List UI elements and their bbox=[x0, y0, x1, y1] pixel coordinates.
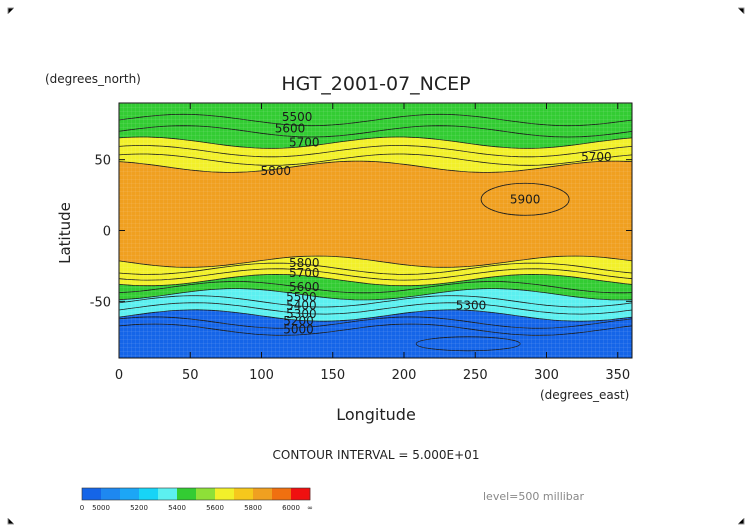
x-axis-label: Longitude bbox=[336, 405, 416, 424]
corner-marks bbox=[7, 7, 745, 525]
colorbar-label: 5000 bbox=[92, 504, 110, 512]
contour-label: 5700 bbox=[289, 266, 320, 280]
grid-overlay bbox=[119, 103, 632, 358]
y-units-label: (degrees_north) bbox=[45, 72, 141, 86]
y-tick-label: 50 bbox=[94, 154, 111, 169]
colorbar-swatch bbox=[291, 488, 311, 500]
contour-label: 5500 bbox=[286, 290, 317, 304]
x-tick-label: 0 bbox=[115, 368, 123, 383]
colorbar-swatch bbox=[272, 488, 292, 500]
colorbar-swatch bbox=[158, 488, 178, 500]
colorbar-swatch bbox=[177, 488, 197, 500]
x-units-label: (degrees_east) bbox=[540, 388, 629, 402]
contour-label: 5000 bbox=[283, 323, 314, 337]
y-tick-label: -50 bbox=[90, 295, 111, 310]
colorbar: 0 5000 5200 5400 5600 5800 6000 ∞ bbox=[80, 487, 313, 512]
x-tick-label: 150 bbox=[320, 368, 345, 383]
level-text: level=500 millibar bbox=[483, 490, 585, 503]
y-axis-label: Latitude bbox=[56, 202, 74, 264]
colorbar-swatch bbox=[82, 488, 102, 500]
colorbar-label: 6000 bbox=[282, 504, 300, 512]
colorbar-label: 5200 bbox=[130, 504, 148, 512]
contour-label: 5700 bbox=[581, 150, 612, 164]
x-tick-label: 50 bbox=[182, 368, 199, 383]
y-axis-ticks: 50 0 -50 bbox=[90, 154, 632, 310]
colorbar-frame bbox=[81, 487, 311, 501]
colorbar-label: ∞ bbox=[307, 504, 313, 512]
x-tick-label: 300 bbox=[534, 368, 559, 383]
colorbar-label: 5800 bbox=[244, 504, 262, 512]
x-tick-label: 250 bbox=[463, 368, 488, 383]
contour-label: 5300 bbox=[286, 307, 317, 321]
colorbar-swatch bbox=[234, 488, 254, 500]
contour-label: 5700 bbox=[289, 136, 320, 150]
colorbar-swatch bbox=[139, 488, 159, 500]
x-tick-label: 100 bbox=[249, 368, 274, 383]
contour-label: 5200 bbox=[283, 314, 314, 328]
contour-label: 5900 bbox=[510, 192, 541, 206]
y-tick-label: 0 bbox=[103, 225, 111, 240]
colorbar-swatch bbox=[253, 488, 273, 500]
contour-interval-text: CONTOUR INTERVAL = 5.000E+01 bbox=[273, 448, 480, 462]
x-tick-label: 200 bbox=[392, 368, 417, 383]
contour-label: 5800 bbox=[289, 256, 320, 270]
plot-area: 5500560057005800570059005800570056005500… bbox=[119, 103, 632, 358]
colorbar-swatch bbox=[196, 488, 216, 500]
colorbar-label: 5600 bbox=[206, 504, 224, 512]
colorbar-label: 0 bbox=[80, 504, 84, 512]
contour-label: 5300 bbox=[456, 299, 487, 313]
colorbar-swatch bbox=[120, 488, 140, 500]
contour-label: 5800 bbox=[260, 164, 291, 178]
contour-label: 5600 bbox=[275, 122, 306, 136]
contour-label: 5600 bbox=[289, 280, 320, 294]
chart-title: HGT_2001-07_NCEP bbox=[281, 73, 470, 95]
contour-label: 5400 bbox=[286, 299, 317, 313]
contour-label: 5500 bbox=[282, 110, 313, 124]
colorbar-label: 5400 bbox=[168, 504, 186, 512]
x-tick-label: 350 bbox=[605, 368, 630, 383]
x-axis-ticks: 0 50 100 150 200 250 300 350 bbox=[115, 103, 630, 383]
colorbar-swatch bbox=[101, 488, 121, 500]
colorbar-swatch bbox=[215, 488, 235, 500]
